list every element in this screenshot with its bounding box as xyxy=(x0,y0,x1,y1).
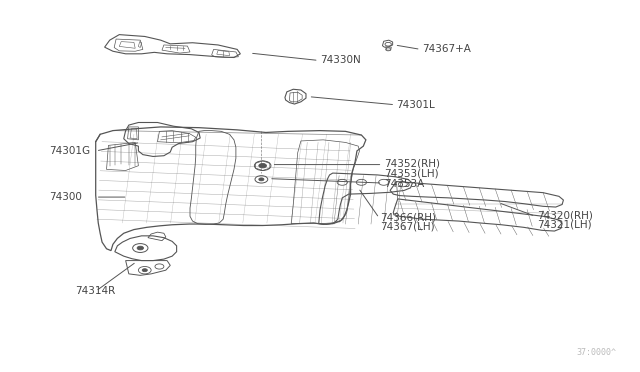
Text: 74367+A: 74367+A xyxy=(422,44,471,54)
Text: 74352(RH): 74352(RH) xyxy=(384,159,440,169)
Text: 74353A: 74353A xyxy=(384,179,424,189)
Circle shape xyxy=(259,178,264,181)
Text: 74366(RH): 74366(RH) xyxy=(381,212,436,222)
Text: 37:0000^: 37:0000^ xyxy=(576,347,616,357)
Text: 74301G: 74301G xyxy=(49,146,90,156)
Text: 74353(LH): 74353(LH) xyxy=(384,168,438,178)
Circle shape xyxy=(259,163,266,168)
Text: 74301L: 74301L xyxy=(396,100,435,110)
Text: 74300: 74300 xyxy=(49,192,82,202)
Text: 74320(RH): 74320(RH) xyxy=(537,211,593,221)
Text: 74367(LH): 74367(LH) xyxy=(381,222,435,232)
Text: 74330N: 74330N xyxy=(320,55,361,65)
Text: 74314R: 74314R xyxy=(75,286,115,296)
Circle shape xyxy=(137,246,143,250)
Circle shape xyxy=(142,269,147,272)
Text: 74321(LH): 74321(LH) xyxy=(537,220,591,230)
